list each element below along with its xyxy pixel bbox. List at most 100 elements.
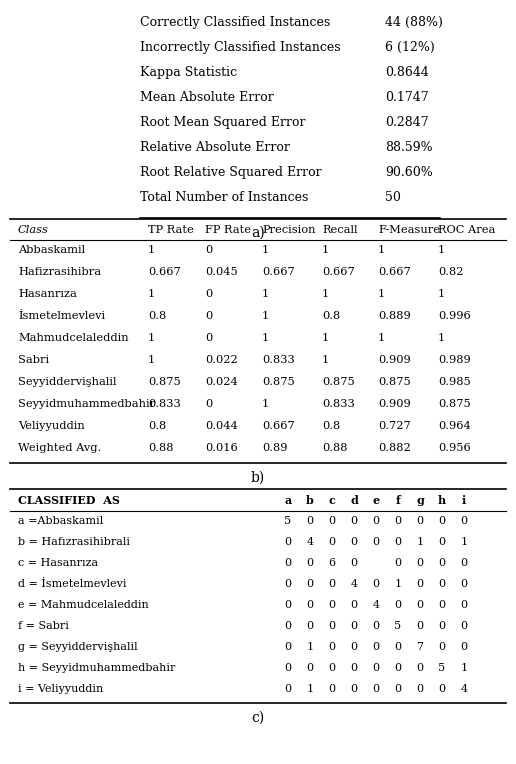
Text: f = Sabri: f = Sabri [18, 621, 69, 631]
Text: 0: 0 [205, 245, 212, 255]
Text: 0: 0 [350, 558, 358, 568]
Text: i = Veliyyuddin: i = Veliyyuddin [18, 684, 103, 694]
Text: Recall: Recall [322, 225, 358, 235]
Text: 0: 0 [284, 579, 292, 589]
Text: 0: 0 [284, 600, 292, 610]
Text: 0.044: 0.044 [205, 421, 238, 431]
Text: 0: 0 [460, 516, 467, 526]
Text: 0: 0 [373, 663, 380, 673]
Text: 0.045: 0.045 [205, 267, 238, 277]
Text: b): b) [251, 471, 265, 485]
Text: 0: 0 [439, 558, 445, 568]
Text: 1: 1 [438, 333, 445, 343]
Text: 90.60%: 90.60% [385, 166, 433, 179]
Text: c): c) [251, 711, 265, 725]
Text: 0.8644: 0.8644 [385, 66, 429, 79]
Text: 0.985: 0.985 [438, 377, 471, 387]
Text: 0.016: 0.016 [205, 443, 238, 453]
Text: c: c [329, 495, 335, 506]
Text: 0: 0 [439, 537, 445, 547]
Text: 0.833: 0.833 [148, 399, 181, 409]
Text: 0: 0 [205, 399, 212, 409]
Text: 0: 0 [284, 642, 292, 652]
Text: a =Abbaskamil: a =Abbaskamil [18, 516, 103, 526]
Text: 0.88: 0.88 [148, 443, 173, 453]
Text: 0: 0 [329, 516, 335, 526]
Text: 0.1747: 0.1747 [385, 91, 429, 104]
Text: 0.2847: 0.2847 [385, 116, 429, 129]
Text: 0.875: 0.875 [322, 377, 355, 387]
Text: a: a [284, 495, 292, 506]
Text: 0.989: 0.989 [438, 355, 471, 365]
Text: 0: 0 [350, 600, 358, 610]
Text: 0: 0 [416, 684, 424, 694]
Text: 0: 0 [373, 621, 380, 631]
Text: 0.88: 0.88 [322, 443, 347, 453]
Text: Hafizrasihibra: Hafizrasihibra [18, 267, 101, 277]
Text: 0: 0 [416, 663, 424, 673]
Text: d: d [350, 495, 358, 506]
Text: Veliyyuddin: Veliyyuddin [18, 421, 85, 431]
Text: 0: 0 [373, 537, 380, 547]
Text: 1: 1 [307, 642, 314, 652]
Text: 6 (12%): 6 (12%) [385, 41, 435, 54]
Text: ROC Area: ROC Area [438, 225, 495, 235]
Text: 0: 0 [460, 558, 467, 568]
Text: 1: 1 [148, 355, 155, 365]
Text: 4: 4 [373, 600, 380, 610]
Text: d = İsmetelmevlevi: d = İsmetelmevlevi [18, 579, 126, 589]
Text: 0: 0 [439, 516, 445, 526]
Text: Abbaskamil: Abbaskamil [18, 245, 85, 255]
Text: 0.875: 0.875 [378, 377, 411, 387]
Text: 0: 0 [439, 642, 445, 652]
Text: Kappa Statistic: Kappa Statistic [140, 66, 237, 79]
Text: 0: 0 [329, 621, 335, 631]
Text: c = Hasanrıza: c = Hasanrıza [18, 558, 98, 568]
Text: 0: 0 [439, 684, 445, 694]
Text: 7: 7 [416, 642, 424, 652]
Text: 0.833: 0.833 [322, 399, 355, 409]
Text: 0: 0 [205, 311, 212, 321]
Text: 0: 0 [373, 642, 380, 652]
Text: 0: 0 [394, 516, 401, 526]
Text: 0.964: 0.964 [438, 421, 471, 431]
Text: 1: 1 [148, 245, 155, 255]
Text: 0.89: 0.89 [262, 443, 287, 453]
Text: 1: 1 [394, 579, 401, 589]
Text: 0.727: 0.727 [378, 421, 411, 431]
Text: 1: 1 [378, 289, 385, 299]
Text: 0: 0 [329, 663, 335, 673]
Text: 0.956: 0.956 [438, 443, 471, 453]
Text: F-Measure: F-Measure [378, 225, 440, 235]
Text: TP Rate: TP Rate [148, 225, 194, 235]
Text: 1: 1 [438, 245, 445, 255]
Text: 0.8: 0.8 [322, 421, 340, 431]
Text: 88.59%: 88.59% [385, 141, 432, 154]
Text: 0.909: 0.909 [378, 355, 411, 365]
Text: Weighted Avg.: Weighted Avg. [18, 443, 101, 453]
Text: 0: 0 [350, 663, 358, 673]
Text: 5: 5 [284, 516, 292, 526]
Text: 0: 0 [307, 621, 314, 631]
Text: 1: 1 [262, 399, 269, 409]
Text: Mean Absolute Error: Mean Absolute Error [140, 91, 274, 104]
Text: Hasanrıza: Hasanrıza [18, 289, 77, 299]
Text: b: b [306, 495, 314, 506]
Text: 0: 0 [394, 558, 401, 568]
Text: 44 (88%): 44 (88%) [385, 16, 443, 29]
Text: 0: 0 [284, 558, 292, 568]
Text: 0: 0 [329, 642, 335, 652]
Text: Seyyiddervişhalil: Seyyiddervişhalil [18, 377, 117, 387]
Text: 0: 0 [350, 621, 358, 631]
Text: b = Hafızrasihibrali: b = Hafızrasihibrali [18, 537, 130, 547]
Text: 1: 1 [378, 333, 385, 343]
Text: Total Number of Instances: Total Number of Instances [140, 191, 309, 204]
Text: İsmetelmevlevi: İsmetelmevlevi [18, 311, 105, 321]
Text: g = Seyyiddervişhalil: g = Seyyiddervişhalil [18, 642, 138, 652]
Text: 1: 1 [307, 684, 314, 694]
Text: 0: 0 [394, 642, 401, 652]
Text: 0.875: 0.875 [262, 377, 295, 387]
Text: e: e [373, 495, 380, 506]
Text: g: g [416, 495, 424, 506]
Text: 4: 4 [460, 684, 467, 694]
